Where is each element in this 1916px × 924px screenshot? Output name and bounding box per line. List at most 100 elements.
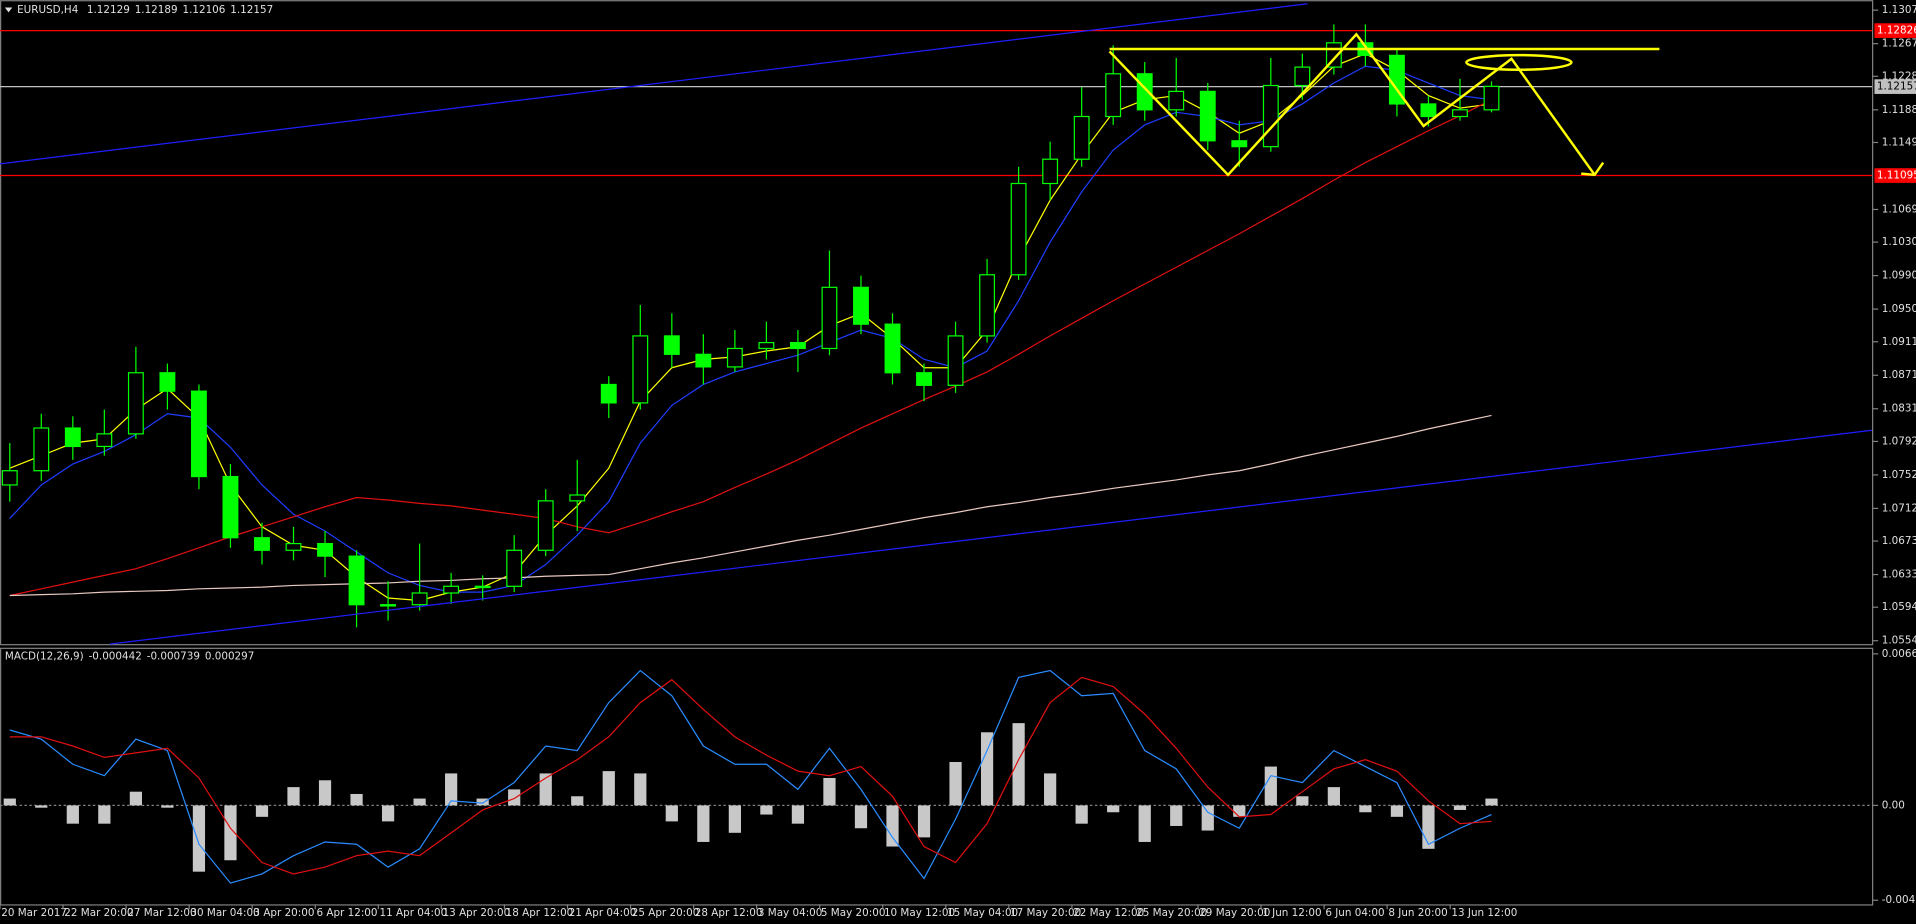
- header-value: -0.000739: [147, 650, 200, 662]
- candle-body: [569, 494, 586, 502]
- y-tick-label: 1.07120: [1882, 502, 1916, 514]
- candle-body: [758, 341, 775, 350]
- x-tick-label: 15 May 04:00: [947, 907, 1018, 919]
- candle-body: [789, 341, 806, 350]
- candle-body: [380, 604, 397, 607]
- moving-average: [9, 65, 1492, 593]
- candle-body: [96, 433, 113, 448]
- histogram-bar: [1138, 805, 1151, 842]
- histogram-bar: [1359, 805, 1372, 813]
- histogram-bar: [602, 771, 615, 806]
- symbol-title: EURUSD,H4: [17, 4, 79, 16]
- histogram-bar: [886, 805, 899, 847]
- histogram-bar: [476, 798, 489, 806]
- histogram-bar: [66, 805, 79, 824]
- histogram-bar: [854, 805, 868, 829]
- y-tick-label: 1.06730: [1882, 535, 1916, 547]
- histogram-bar: [1453, 805, 1467, 810]
- candle-body: [884, 323, 901, 374]
- menu-icon[interactable]: [4, 7, 13, 13]
- histogram-bar: [980, 732, 994, 806]
- price-label-box: [1874, 79, 1916, 94]
- candle-body: [1, 470, 18, 486]
- candle-body: [1262, 84, 1279, 148]
- price-label-box: [1874, 168, 1916, 183]
- y-tick-label: 1.10300: [1882, 236, 1916, 248]
- pattern-sketch: [1108, 32, 1596, 177]
- candle-body: [1231, 140, 1248, 148]
- x-tick-label: 28 Apr 12:00: [695, 907, 763, 919]
- histogram-bar: [1170, 805, 1183, 826]
- x-tick-label: 18 Apr 12:00: [506, 907, 574, 919]
- candle-body: [821, 286, 838, 350]
- x-tick-label: 3 Apr 20:00: [253, 907, 314, 919]
- histogram-bar: [665, 805, 678, 822]
- y-tick-label: 1.11490: [1882, 136, 1916, 148]
- candle-body: [33, 427, 50, 472]
- candle-body: [159, 372, 176, 392]
- histogram-bar: [791, 805, 805, 824]
- candle-body: [632, 335, 649, 404]
- histogram-bar: [35, 805, 48, 808]
- candle-body: [285, 542, 302, 551]
- candle-body: [222, 475, 239, 539]
- x-tick-label: 30 Mar 04:00: [190, 907, 259, 919]
- histogram-bar: [1327, 787, 1340, 806]
- price-label: 1.12826: [1877, 25, 1916, 37]
- y-tick-label: 0.006632: [1882, 648, 1916, 660]
- candle-body: [64, 427, 81, 448]
- x-tick-label: 22 Mar 20:00: [64, 907, 133, 919]
- moving-average: [9, 53, 1492, 602]
- histogram-bar: [949, 761, 962, 806]
- histogram-bar: [728, 805, 741, 833]
- histogram-bar: [318, 780, 332, 806]
- candle-body: [348, 555, 365, 606]
- header-value: 1.12189: [135, 4, 178, 16]
- candle-body: [1420, 103, 1437, 118]
- macd-panel-frame: [0, 647, 1874, 906]
- x-tick-label: 11 Apr 04:00: [380, 907, 448, 919]
- price-label: 1.11095: [1877, 170, 1916, 182]
- histogram-bar: [413, 798, 426, 806]
- y-tick-label: 1.08710: [1882, 369, 1916, 381]
- y-tick-label: 1.06330: [1882, 569, 1916, 581]
- y-tick-label: 1.08310: [1882, 403, 1916, 415]
- histogram-bar: [350, 793, 363, 806]
- header-value: 1.12129: [87, 4, 130, 16]
- candle-body: [190, 390, 207, 478]
- candle-body: [254, 537, 270, 551]
- x-tick-label: 1 Jun 12:00: [1262, 907, 1321, 919]
- histogram-bar: [192, 805, 206, 872]
- y-tick-label: 1.05940: [1882, 601, 1916, 613]
- x-tick-label: 25 May 20:00: [1136, 907, 1207, 919]
- histogram-bar: [1264, 766, 1277, 806]
- candle-body: [127, 372, 144, 435]
- y-tick-label: 1.10690: [1882, 203, 1916, 215]
- histogram-bar: [760, 805, 773, 815]
- x-tick-label: 27 Mar 12:00: [127, 907, 196, 919]
- highlight-ellipse: [1465, 53, 1573, 71]
- drawn-objects: [0, 3, 1873, 645]
- macd-title: MACD(12,26,9): [5, 650, 84, 662]
- histogram-bar: [539, 773, 552, 806]
- x-tick-label: 17 May 20:00: [1010, 907, 1081, 919]
- moving-average: [9, 414, 1492, 597]
- histogram-bar: [255, 805, 269, 817]
- trendline: [0, 3, 1308, 165]
- histogram-bar: [1075, 805, 1088, 824]
- candle-body: [537, 500, 554, 551]
- histogram-bar: [508, 789, 521, 806]
- main-header: EURUSD,H4 1.12129 1.12189 1.12106 1.12157: [17, 4, 273, 16]
- histogram-bar: [1296, 796, 1309, 806]
- histogram-bar: [823, 777, 836, 806]
- candle-body: [1010, 182, 1027, 276]
- histogram-bar: [1390, 805, 1404, 817]
- histogram-bar: [129, 791, 142, 806]
- arrow-head: [1581, 161, 1605, 177]
- header-value: 0.000297: [205, 650, 255, 662]
- candle-body: [979, 274, 996, 337]
- x-tick-label: 25 Apr 20:00: [632, 907, 700, 919]
- moving-average: [9, 99, 1492, 597]
- x-tick-label: 22 May 12:00: [1073, 907, 1144, 919]
